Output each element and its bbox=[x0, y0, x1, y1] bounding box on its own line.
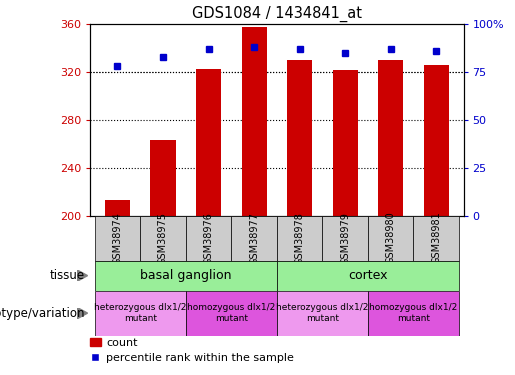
Text: GSM38974: GSM38974 bbox=[112, 211, 123, 265]
Polygon shape bbox=[77, 308, 88, 319]
Text: heterozygous dlx1/2
mutant: heterozygous dlx1/2 mutant bbox=[276, 303, 369, 323]
FancyBboxPatch shape bbox=[277, 261, 459, 291]
Legend: count, percentile rank within the sample: count, percentile rank within the sample bbox=[85, 333, 299, 368]
FancyBboxPatch shape bbox=[140, 216, 186, 261]
Bar bbox=[105, 200, 130, 216]
Text: GSM38979: GSM38979 bbox=[340, 211, 350, 265]
Bar bbox=[333, 70, 357, 216]
Bar bbox=[287, 60, 312, 216]
FancyBboxPatch shape bbox=[95, 261, 277, 291]
Polygon shape bbox=[77, 270, 88, 281]
Bar bbox=[196, 69, 221, 216]
FancyBboxPatch shape bbox=[322, 216, 368, 261]
Bar bbox=[150, 140, 176, 216]
FancyBboxPatch shape bbox=[186, 216, 231, 261]
Bar bbox=[378, 60, 403, 216]
Text: GSM38975: GSM38975 bbox=[158, 211, 168, 265]
Text: GSM38978: GSM38978 bbox=[295, 211, 304, 265]
Text: GSM38977: GSM38977 bbox=[249, 211, 259, 265]
FancyBboxPatch shape bbox=[414, 216, 459, 261]
FancyBboxPatch shape bbox=[186, 291, 277, 336]
FancyBboxPatch shape bbox=[277, 216, 322, 261]
Text: heterozygous dlx1/2
mutant: heterozygous dlx1/2 mutant bbox=[94, 303, 186, 323]
FancyBboxPatch shape bbox=[368, 291, 459, 336]
Text: basal ganglion: basal ganglion bbox=[140, 269, 232, 282]
Text: homozygous dlx1/2
mutant: homozygous dlx1/2 mutant bbox=[187, 303, 276, 323]
FancyBboxPatch shape bbox=[95, 216, 140, 261]
Title: GDS1084 / 1434841_at: GDS1084 / 1434841_at bbox=[192, 5, 362, 22]
Bar bbox=[424, 65, 449, 216]
Text: genotype/variation: genotype/variation bbox=[0, 307, 85, 320]
FancyBboxPatch shape bbox=[95, 291, 186, 336]
Text: homozygous dlx1/2
mutant: homozygous dlx1/2 mutant bbox=[369, 303, 457, 323]
Text: tissue: tissue bbox=[50, 269, 85, 282]
Text: cortex: cortex bbox=[348, 269, 388, 282]
FancyBboxPatch shape bbox=[277, 291, 368, 336]
FancyBboxPatch shape bbox=[231, 216, 277, 261]
Text: GSM38980: GSM38980 bbox=[386, 212, 396, 264]
Bar bbox=[242, 27, 267, 216]
Text: GSM38976: GSM38976 bbox=[203, 211, 214, 265]
Text: GSM38981: GSM38981 bbox=[431, 212, 441, 264]
FancyBboxPatch shape bbox=[368, 216, 414, 261]
